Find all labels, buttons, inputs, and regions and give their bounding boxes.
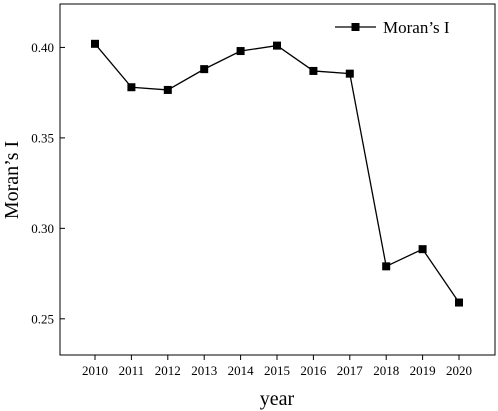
x-axis: 2010 2011 2012 2013 2014 2015 2016 2017 2018 2019… xyxy=(82,355,472,378)
y-axis-title: Moran’s I xyxy=(1,141,23,219)
legend-marker xyxy=(351,23,360,31)
series-markers xyxy=(91,39,463,307)
x-tick-label: 2014 xyxy=(228,363,255,378)
x-tick-label: 2020 xyxy=(446,363,472,378)
x-tick-label: 2011 xyxy=(119,363,145,378)
data-point-2017 xyxy=(345,69,354,78)
data-point-2011 xyxy=(127,83,136,92)
x-tick-label: 2010 xyxy=(82,363,108,378)
y-axis: 0.25 0.30 0.35 0.40 xyxy=(31,40,65,326)
x-tick-label: 2017 xyxy=(337,363,364,378)
x-tick-label: 2016 xyxy=(300,363,327,378)
data-point-2010 xyxy=(91,39,99,48)
x-axis-title: year xyxy=(260,388,295,410)
data-point-2015 xyxy=(273,41,281,50)
series-line-morans-i xyxy=(94,43,460,303)
x-tick-label: 2018 xyxy=(373,363,399,378)
data-point-2018 xyxy=(382,262,391,271)
x-tick-label: 2015 xyxy=(264,363,290,378)
data-point-2014 xyxy=(236,47,245,56)
data-point-2013 xyxy=(200,65,209,74)
y-tick-label: 0.25 xyxy=(31,311,54,326)
y-tick-label: 0.40 xyxy=(31,40,54,55)
data-point-2012 xyxy=(163,85,172,94)
data-point-2020 xyxy=(455,298,463,307)
x-tick-label: 2012 xyxy=(155,363,181,378)
plot-frame xyxy=(59,3,496,356)
data-point-2016 xyxy=(309,66,318,75)
x-tick-label: 2013 xyxy=(191,363,217,378)
y-tick-label: 0.35 xyxy=(31,130,54,145)
data-point-2019 xyxy=(418,245,427,254)
x-tick-label: 2019 xyxy=(410,363,436,378)
legend-label: Moran’s I xyxy=(383,18,450,37)
legend: Moran’s I xyxy=(335,18,450,37)
y-tick-label: 0.30 xyxy=(31,221,54,236)
